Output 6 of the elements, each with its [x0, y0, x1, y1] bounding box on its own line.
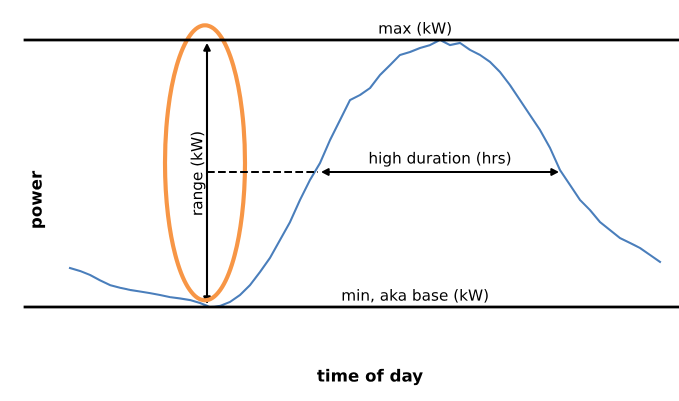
- x-axis-title: time of day: [317, 368, 423, 386]
- annotation: range (kW): [190, 132, 206, 215]
- annotation: high duration (hrs): [370, 152, 510, 167]
- ref-line-label: max (kW): [380, 22, 451, 36]
- y-axis-title: power: [32, 170, 46, 228]
- ref-line-label: min, aka base (kW): [342, 289, 488, 303]
